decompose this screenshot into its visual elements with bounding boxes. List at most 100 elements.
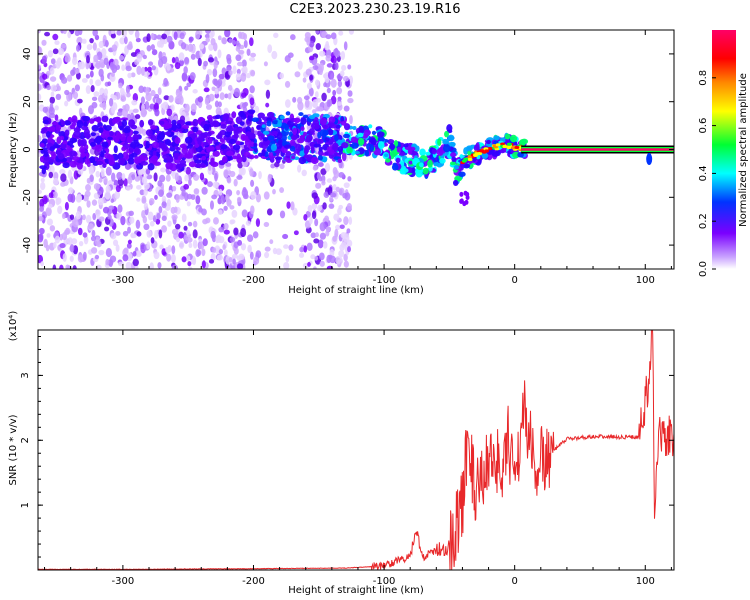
spectral-noise-mark xyxy=(330,32,337,40)
spectral-noise-mark xyxy=(308,216,313,225)
spectral-noise-mark xyxy=(173,206,178,213)
spectral-noise-mark xyxy=(44,31,51,37)
spectral-noise-mark xyxy=(250,179,255,187)
spectral-noise-mark xyxy=(315,30,320,34)
spectral-noise-mark xyxy=(288,244,294,251)
spectral-peak-mark xyxy=(463,157,469,161)
spectral-noise-mark xyxy=(38,46,43,56)
spectral-ridge-mark xyxy=(499,149,506,154)
spectral-noise-mark xyxy=(76,72,81,80)
spectral-noise-mark xyxy=(250,205,255,215)
spectral-noise-mark xyxy=(175,95,181,104)
spectral-noise-mark xyxy=(67,187,74,194)
spectral-noise-mark xyxy=(240,72,247,82)
spectral-noise-mark xyxy=(193,188,200,195)
spectral-noise-mark xyxy=(337,80,343,88)
spectral-noise-mark xyxy=(214,100,220,108)
spectral-ridge-mark xyxy=(473,144,480,152)
spectral-ridge-mark xyxy=(299,150,305,157)
spectral-noise-mark xyxy=(314,79,320,86)
spectral-ridge-mark xyxy=(232,144,241,151)
spectral-ridge-mark xyxy=(290,155,296,160)
spectral-noise-mark xyxy=(335,255,342,265)
spectral-noise-mark xyxy=(87,105,94,115)
spectral-ridge-mark xyxy=(286,120,294,128)
spectral-noise-mark xyxy=(52,33,59,41)
spectral-noise-mark xyxy=(195,249,201,258)
spectral-noise-mark xyxy=(61,232,68,241)
spectral-noise-mark xyxy=(77,254,84,263)
spectral-noise-mark xyxy=(293,230,299,236)
spectral-noise-mark xyxy=(180,42,187,50)
spectral-noise-mark xyxy=(326,87,331,94)
spectral-ridge-mark xyxy=(185,153,194,159)
spectral-noise-mark xyxy=(146,33,151,43)
spectral-noise-mark xyxy=(317,239,324,249)
spectral-noise-mark xyxy=(220,195,226,205)
spectral-noise-mark xyxy=(57,85,61,91)
spectral-noise-mark xyxy=(311,192,318,199)
spectral-noise-mark xyxy=(38,64,42,70)
spectral-noise-mark xyxy=(279,210,286,219)
spectral-ridge-mark xyxy=(233,126,240,134)
spectral-noise-mark xyxy=(38,216,44,222)
spectral-ridge-mark xyxy=(464,163,471,169)
spectral-noise-mark xyxy=(97,190,103,196)
spectral-noise-mark xyxy=(245,220,252,226)
spectral-ridge-mark xyxy=(350,136,358,143)
spectral-noise-mark xyxy=(237,162,243,169)
spectral-noise-mark xyxy=(242,65,248,75)
spectral-noise-mark xyxy=(317,204,323,212)
spectral-noise-mark xyxy=(201,248,206,257)
spectral-noise-mark xyxy=(237,239,243,246)
spectral-ridge-mark xyxy=(212,150,220,157)
spectral-ridge-mark xyxy=(257,152,263,157)
spectral-noise-mark xyxy=(39,198,45,208)
spectral-noise-mark xyxy=(302,77,307,83)
spectral-ridge-mark xyxy=(71,115,78,123)
spectral-ridge-mark xyxy=(383,153,389,158)
spectral-ridge-mark xyxy=(243,151,251,158)
spectral-ridge-mark xyxy=(277,119,282,128)
spectral-noise-mark xyxy=(192,89,198,94)
spectral-noise-mark xyxy=(150,237,155,244)
spectral-ridge-mark xyxy=(98,127,104,134)
spectral-ridge-mark xyxy=(69,124,76,130)
spectral-noise-mark xyxy=(77,227,83,236)
spectral-noise-mark xyxy=(238,49,245,55)
spectral-noise-mark xyxy=(290,34,296,41)
spectral-noise-mark xyxy=(269,239,274,245)
spectral-peak-mark xyxy=(495,143,501,147)
spectral-noise-mark xyxy=(76,193,83,203)
spectral-noise-mark xyxy=(227,84,233,91)
spectral-noise-mark xyxy=(81,38,87,44)
spectral-ridge-mark xyxy=(419,148,426,157)
spectral-ridge-mark xyxy=(219,137,225,143)
x-tick-label: -100 xyxy=(373,576,396,587)
spectral-ridge-mark xyxy=(145,129,153,137)
spectral-noise-mark xyxy=(100,167,105,178)
spectral-ridge-mark xyxy=(369,144,375,152)
spectral-noise-mark xyxy=(248,57,256,62)
spectral-ridge-mark xyxy=(83,121,88,128)
spectrogram-y-axis-label: Frequency (Hz) xyxy=(8,112,19,188)
spectral-ridge-mark xyxy=(427,159,433,168)
spectral-noise-mark xyxy=(147,211,154,221)
spectral-noise-mark xyxy=(319,222,326,232)
spectral-ridge-mark xyxy=(235,140,241,146)
spectral-ridge-mark xyxy=(83,128,90,136)
spectral-noise-mark xyxy=(190,53,196,60)
spectral-noise-mark xyxy=(312,65,319,71)
spectral-noise-mark xyxy=(64,201,69,211)
spectral-ridge-mark xyxy=(313,143,322,148)
spectral-noise-mark xyxy=(232,258,236,265)
spectral-ridge-mark xyxy=(224,130,231,138)
snr-y-ticks: 1 2 3 xyxy=(20,335,674,558)
spectral-ridge-mark xyxy=(290,134,298,141)
spectral-noise-mark xyxy=(338,187,345,196)
spectral-ridge-mark xyxy=(374,145,379,150)
spectral-noise-mark xyxy=(236,255,242,261)
spectral-ridge-mark xyxy=(267,135,275,141)
spectral-noise-mark xyxy=(250,52,257,58)
spectral-noise-mark xyxy=(195,195,201,205)
